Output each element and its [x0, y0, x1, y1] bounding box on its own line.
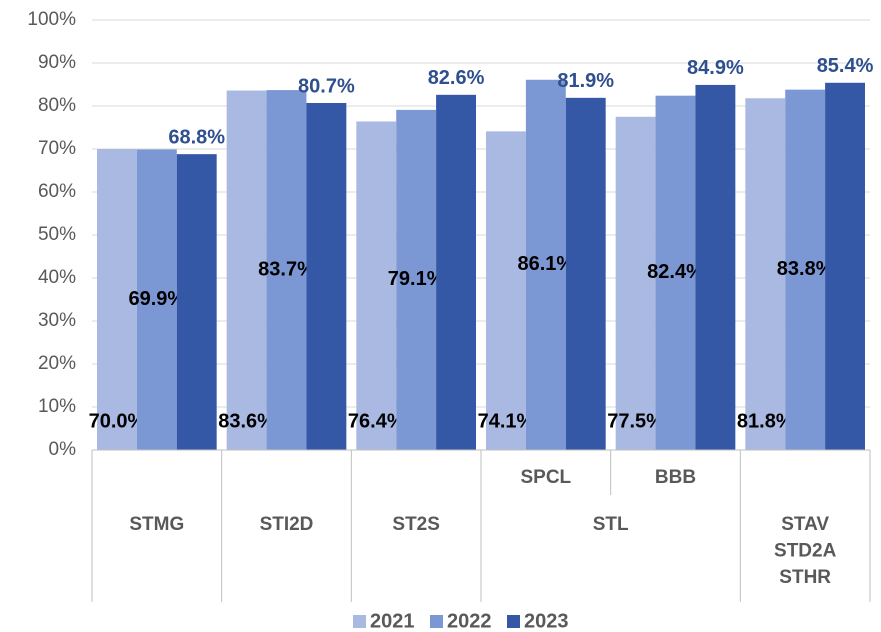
legend-label: 2022 [447, 610, 492, 632]
bar [356, 121, 397, 450]
data-label: 80.7% [298, 75, 355, 97]
data-label: 76.4% [348, 410, 405, 432]
data-label: 83.6% [218, 410, 275, 432]
data-label: 85.4% [817, 55, 874, 77]
group-label: STD2A [774, 541, 837, 562]
data-label: 86.1% [517, 253, 574, 275]
bar [436, 94, 476, 450]
bar [655, 95, 696, 451]
bar [396, 109, 437, 451]
data-label: 82.4% [647, 261, 704, 283]
x-tick-label: SPCL [520, 467, 571, 488]
y-tick-label: 10% [38, 396, 76, 417]
data-label: 81.8% [737, 410, 794, 432]
data-label: 79.1% [388, 268, 445, 290]
bar [695, 84, 736, 451]
y-tick-label: 20% [38, 353, 76, 374]
data-label: 83.7% [258, 258, 315, 280]
y-tick-label: 0% [49, 439, 77, 460]
data-label: 74.1% [478, 410, 535, 432]
legend-swatch [430, 615, 443, 628]
bar [306, 102, 347, 451]
group-label: STMG [129, 514, 184, 535]
bar [97, 149, 137, 450]
data-label: 83.8% [777, 258, 834, 280]
data-label: 82.6% [428, 67, 485, 89]
group-label: STHR [779, 567, 831, 588]
bar [486, 131, 526, 450]
legend-label: 2021 [370, 610, 415, 632]
group-label: STI2D [260, 514, 314, 535]
y-tick-label: 30% [38, 310, 76, 331]
legend-label: 2023 [524, 610, 569, 632]
y-tick-label: 90% [38, 52, 76, 73]
bar [176, 154, 217, 450]
y-tick-label: 70% [38, 138, 76, 159]
bar [565, 97, 606, 450]
data-label: 68.8% [168, 126, 225, 148]
bar [136, 149, 177, 450]
y-tick-label: 60% [38, 181, 76, 202]
y-tick-label: 100% [27, 9, 76, 30]
legend-swatch [353, 615, 366, 628]
x-tick-label: BBB [655, 467, 696, 488]
data-label: 70.0% [89, 410, 146, 432]
bar [825, 82, 865, 450]
bar [266, 90, 307, 450]
data-label: 77.5% [607, 410, 664, 432]
data-label: 84.9% [687, 57, 744, 79]
y-tick-label: 80% [38, 95, 76, 116]
bar [785, 89, 826, 450]
legend-swatch [507, 615, 520, 628]
bar [615, 116, 656, 450]
group-label: ST2S [392, 514, 440, 535]
group-label: STL [593, 514, 629, 535]
y-tick-label: 50% [38, 224, 76, 245]
data-label: 81.9% [557, 70, 614, 92]
group-label: STAV [781, 514, 829, 535]
bar [226, 90, 267, 451]
bar [525, 79, 566, 451]
y-tick-label: 40% [38, 267, 76, 288]
bar [745, 98, 786, 450]
data-label: 69.9% [128, 288, 185, 310]
